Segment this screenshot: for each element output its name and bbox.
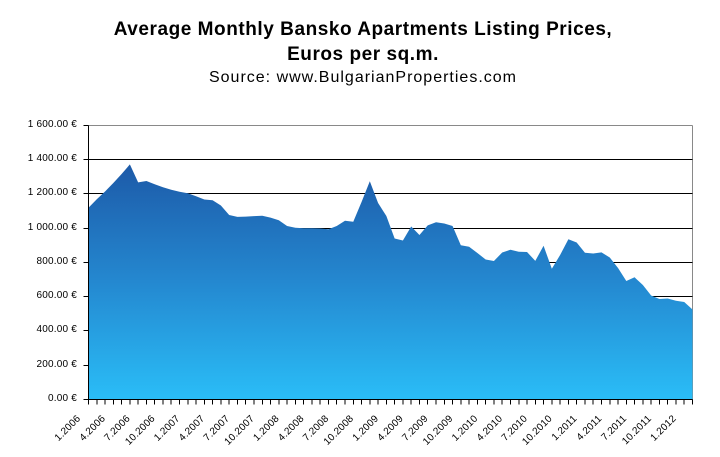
svg-text:1 000.00 €: 1 000.00 € (28, 222, 78, 233)
svg-text:1.2012: 1.2012 (649, 413, 679, 443)
svg-text:1.2006: 1.2006 (53, 413, 83, 443)
svg-text:200.00 €: 200.00 € (36, 359, 77, 370)
svg-text:0.00 €: 0.00 € (48, 393, 77, 404)
svg-text:4.2010: 4.2010 (475, 413, 505, 443)
svg-text:400.00 €: 400.00 € (36, 324, 77, 335)
svg-text:1.2009: 1.2009 (351, 413, 381, 443)
svg-text:4.2006: 4.2006 (78, 413, 108, 443)
svg-text:4.2009: 4.2009 (376, 413, 406, 443)
svg-text:1 400.00 €: 1 400.00 € (28, 153, 78, 164)
svg-text:1.2011: 1.2011 (550, 413, 580, 443)
svg-text:1.2007: 1.2007 (152, 413, 182, 443)
svg-text:4.2011: 4.2011 (575, 413, 605, 443)
svg-text:800.00 €: 800.00 € (36, 256, 77, 267)
svg-text:4.2008: 4.2008 (276, 413, 306, 443)
svg-text:1 200.00 €: 1 200.00 € (28, 187, 78, 198)
svg-text:1 600.00 €: 1 600.00 € (28, 119, 78, 130)
svg-text:600.00 €: 600.00 € (36, 290, 77, 301)
svg-text:4.2007: 4.2007 (177, 413, 207, 443)
svg-text:1.2008: 1.2008 (251, 413, 281, 443)
svg-text:1.2010: 1.2010 (450, 413, 480, 443)
